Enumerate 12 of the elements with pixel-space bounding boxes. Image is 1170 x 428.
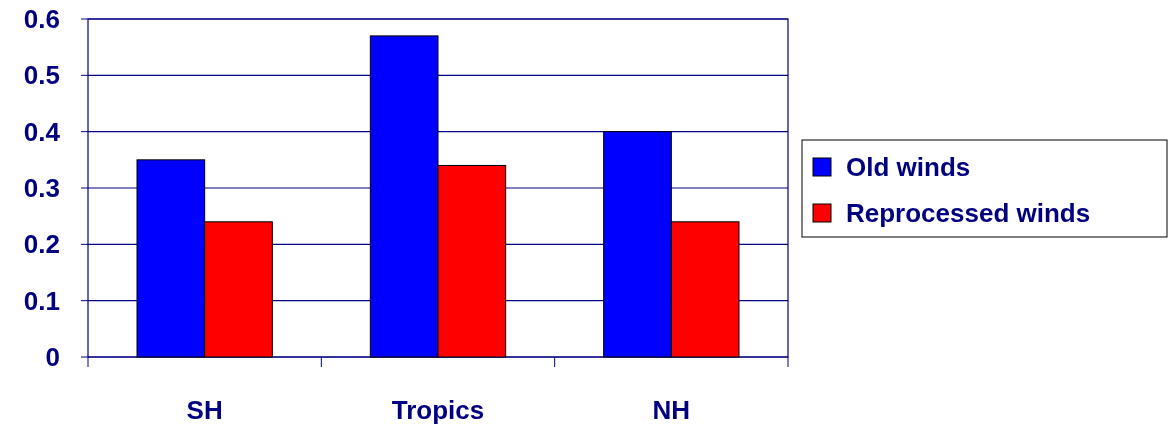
y-tick-label: 0: [45, 342, 60, 373]
y-tick-label: 0.5: [23, 60, 60, 91]
x-tick-label: Tropics: [391, 395, 485, 425]
y-tick-label: 0.3: [23, 173, 60, 204]
x-tick-label: SH: [186, 395, 223, 425]
legend-label: Reprocessed winds: [846, 198, 1091, 228]
y-tick-label: 0.4: [23, 116, 61, 147]
y-tick-label: 0.6: [23, 4, 60, 35]
legend-label: Old winds: [846, 152, 971, 182]
y-tick-label: 0.2: [23, 229, 60, 260]
y-tick-label: 0.1: [23, 285, 60, 316]
x-tick-label: NH: [652, 395, 691, 425]
